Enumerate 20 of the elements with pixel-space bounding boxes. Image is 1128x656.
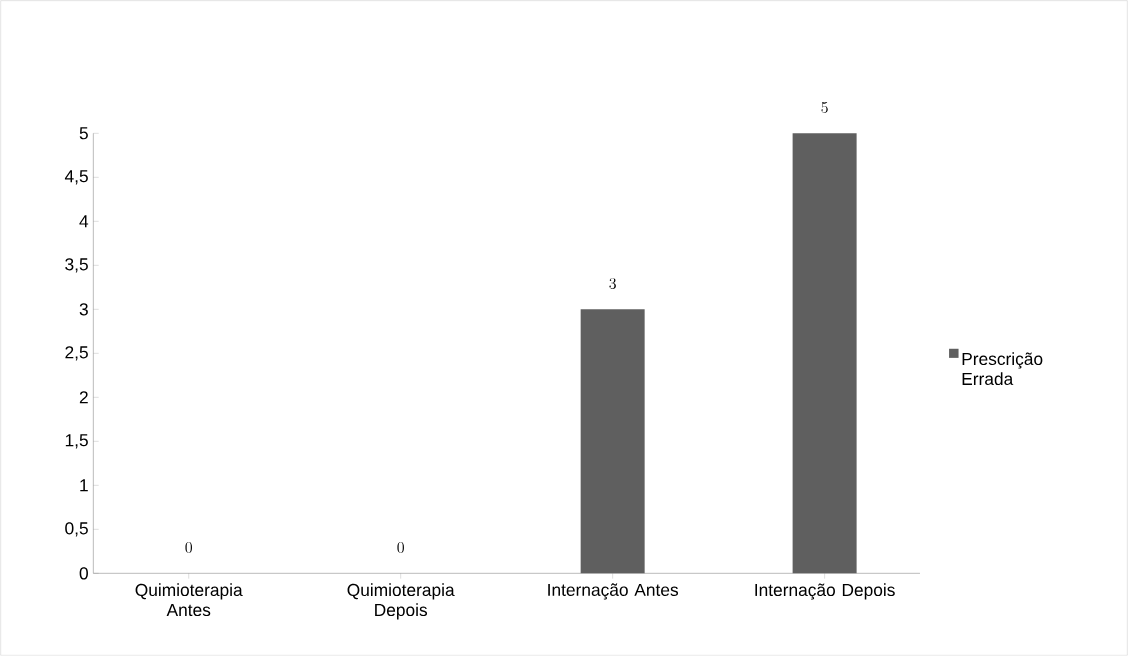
y-tick-label: 1 — [80, 479, 88, 492]
y-tick-label: 3,5 — [65, 258, 88, 273]
y-tick-label: 5 — [79, 127, 88, 140]
y-tick-label: 2 — [79, 391, 88, 404]
data-label: 0 — [397, 541, 404, 553]
data-label: 3 — [609, 277, 616, 289]
y-tick-label: 4,5 — [64, 170, 88, 185]
x-tick-label: Internação Antes — [548, 583, 679, 600]
y-tick-label: 1,5 — [65, 434, 88, 449]
x-tick-label: Quimioterapia Depois — [347, 583, 455, 620]
x-tick-label: Internação Depois — [755, 583, 895, 600]
y-tick-label: 0,5 — [65, 522, 88, 537]
y-tick-label: 2,5 — [65, 346, 88, 361]
data-label: 5 — [821, 102, 828, 113]
data-label: 0 — [185, 541, 192, 553]
legend-label: Prescrição Errada — [962, 352, 1043, 386]
y-tick-label: 4 — [79, 215, 89, 228]
x-tick-label: Quimioterapia Antes — [135, 583, 243, 617]
y-tick-label: 3 — [79, 303, 88, 316]
y-tick-label: 0 — [79, 567, 88, 580]
